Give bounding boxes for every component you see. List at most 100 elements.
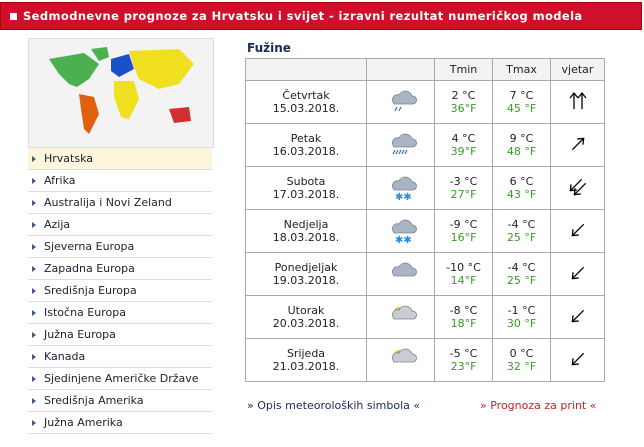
weather-icon: [391, 348, 417, 362]
table-header: Tmin Tmax vjetar: [245, 58, 605, 81]
weather-icon-cell: [366, 123, 435, 167]
tmin-cell: -3 °C 27°F: [434, 166, 493, 210]
weather-icon: [391, 305, 417, 319]
wind-arrow: [571, 352, 584, 365]
menu-item[interactable]: Središnja Amerika: [28, 390, 212, 412]
tmin-f: 18°F: [450, 317, 477, 330]
day-date: 18.03.2018.: [272, 231, 340, 244]
tmax-c: -4 °C: [507, 218, 536, 231]
tmin-c: 4 °C: [451, 132, 476, 145]
wind-cell: [550, 166, 605, 210]
print-link[interactable]: » Prognoza za print «: [480, 399, 597, 412]
tmax-f: 25 °F: [506, 231, 537, 244]
header-cell: Tmax: [492, 58, 551, 81]
tmax-c: 9 °C: [509, 132, 534, 145]
tmax-f: 43 °F: [506, 188, 537, 201]
weather-icon-cell: [366, 295, 435, 339]
region-menu: Hrvatska Afrika Australija i Novi Zeland Az…: [28, 147, 212, 434]
tmax-f: 30 °F: [506, 317, 537, 330]
symbols-link[interactable]: » Opis meteoroloških simbola «: [247, 399, 421, 412]
tmax-c: -4 °C: [507, 261, 536, 274]
weather-icon-cell: [366, 80, 435, 124]
tmax-f: 45 °F: [506, 102, 537, 115]
day-name: Nedjelja: [283, 218, 329, 231]
menu-item[interactable]: Hrvatska: [28, 147, 212, 170]
forecast-row: Četvrtak 15.03.2018. 2 °C 36°F 7 °C 45 °F: [245, 80, 605, 124]
wind-cell: [550, 80, 605, 124]
menu-item[interactable]: Australija i Novi Zeland: [28, 192, 212, 214]
header-cell: vjetar: [550, 58, 605, 81]
location-title: Fužine: [247, 41, 291, 55]
tmax-c: -1 °C: [507, 304, 536, 317]
wind-arrow: [569, 178, 586, 195]
wind-cell: [550, 338, 605, 382]
svg-text:✱✱: ✱✱: [395, 235, 412, 245]
menu-item[interactable]: Istočna Europa: [28, 302, 212, 324]
weather-icon: ✱✱: [391, 219, 417, 246]
menu-item[interactable]: Afrika: [28, 170, 212, 192]
forecast-row: Utorak 20.03.2018. -8 °C 18°F -1 °C 30 °F: [245, 295, 605, 339]
tmin-cell: -9 °C 16°F: [434, 209, 493, 253]
day-name: Petak: [290, 132, 322, 145]
wind-cell: [550, 209, 605, 253]
day-name: Ponedjeljak: [274, 261, 338, 274]
header: Sedmodnevne prognoze za Hrvatsku i svije…: [0, 2, 642, 30]
weather-icon: [391, 262, 417, 276]
tmax-f: 48 °F: [506, 145, 537, 158]
day-name: Utorak: [287, 304, 325, 317]
forecast-row: Petak 16.03.2018. 4 °C 39°F 9 °C 48 °F: [245, 123, 605, 167]
tmax-c: 0 °C: [509, 347, 534, 360]
tmin-cell: -5 °C 23°F: [434, 338, 493, 382]
tmax-cell: 0 °C 32 °F: [492, 338, 551, 382]
day-cell: Nedjelja 18.03.2018.: [245, 209, 367, 253]
tmin-c: 2 °C: [451, 89, 476, 102]
tmax-cell: 6 °C 43 °F: [492, 166, 551, 210]
tmin-cell: 2 °C 36°F: [434, 80, 493, 124]
tmax-f: 25 °F: [506, 274, 537, 287]
wind-arrow: [571, 223, 584, 236]
menu-item[interactable]: Južna Europa: [28, 324, 212, 346]
day-date: 17.03.2018.: [272, 188, 340, 201]
wind-arrow: [571, 309, 584, 322]
tmin-f: 14°F: [450, 274, 477, 287]
menu-item[interactable]: Zapadna Europa: [28, 258, 212, 280]
day-cell: Četvrtak 15.03.2018.: [245, 80, 367, 124]
tmax-cell: -4 °C 25 °F: [492, 209, 551, 253]
weather-icon-cell: ✱✱: [366, 166, 435, 210]
tmax-c: 7 °C: [509, 89, 534, 102]
menu-item[interactable]: Sjedinjene Američke Države: [28, 368, 212, 390]
menu-item[interactable]: Središnja Europa: [28, 280, 212, 302]
menu-item[interactable]: Azija: [28, 214, 212, 236]
tmax-f: 32 °F: [506, 360, 537, 373]
menu-item[interactable]: Južna Amerika: [28, 412, 212, 434]
day-name: Četvrtak: [282, 89, 330, 102]
weather-icon: ✱✱: [391, 176, 417, 203]
wind-arrow: [568, 91, 587, 109]
tmin-f: 39°F: [450, 145, 477, 158]
tmin-f: 36°F: [450, 102, 477, 115]
weather-icon: [391, 133, 417, 154]
tmax-cell: 9 °C 48 °F: [492, 123, 551, 167]
day-date: 20.03.2018.: [272, 317, 340, 330]
day-cell: Petak 16.03.2018.: [245, 123, 367, 167]
forecast-row: Ponedjeljak 19.03.2018. -10 °C 14°F -4 °C 25 …: [245, 252, 605, 296]
header-cell: [245, 58, 367, 81]
day-cell: Utorak 20.03.2018.: [245, 295, 367, 339]
day-cell: Ponedjeljak 19.03.2018.: [245, 252, 367, 296]
menu-item[interactable]: Kanada: [28, 346, 212, 368]
weather-icon-cell: [366, 252, 435, 296]
tmin-cell: -8 °C 18°F: [434, 295, 493, 339]
svg-text:✱✱: ✱✱: [395, 192, 412, 202]
tmax-cell: -1 °C 30 °F: [492, 295, 551, 339]
day-name: Srijeda: [286, 347, 326, 360]
weather-icon-cell: ✱✱: [366, 209, 435, 253]
tmax-cell: 7 °C 45 °F: [492, 80, 551, 124]
tmin-f: 23°F: [450, 360, 477, 373]
day-date: 16.03.2018.: [272, 145, 340, 158]
forecast-row: Subota 17.03.2018. ✱✱ -3 °C 27°F 6 °C 43 °F: [245, 166, 605, 210]
tmin-c: -8 °C: [449, 304, 478, 317]
header-cell: [366, 58, 435, 81]
menu-item[interactable]: Sjeverna Europa: [28, 236, 212, 258]
wind-arrow: [571, 137, 584, 150]
